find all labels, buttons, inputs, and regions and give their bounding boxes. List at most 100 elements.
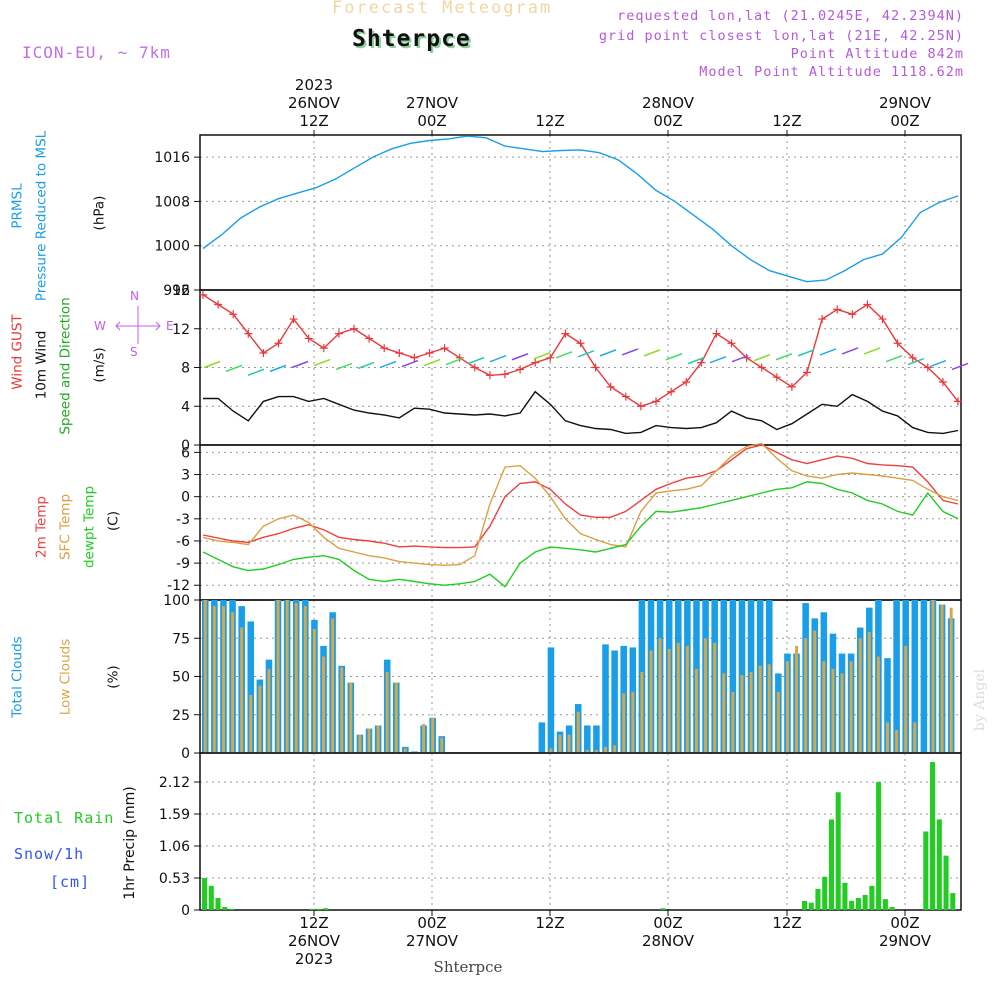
wind-barb bbox=[599, 349, 617, 357]
rain-bar bbox=[208, 885, 214, 910]
wind-barb bbox=[511, 353, 529, 361]
low-cloud-bar bbox=[913, 722, 917, 753]
bottom-hour-label: 00Z bbox=[890, 914, 920, 932]
compass-east: E bbox=[166, 319, 174, 333]
rain-bar bbox=[889, 906, 895, 910]
low-cloud-bar bbox=[394, 682, 398, 753]
y-tick-label: 16 bbox=[172, 283, 190, 299]
top-hour-label: 00Z bbox=[653, 112, 683, 130]
gust-marker bbox=[803, 368, 811, 377]
low-cloud-bar bbox=[840, 673, 844, 753]
total-cloud-bar bbox=[538, 722, 546, 753]
panel-frame bbox=[199, 752, 962, 911]
low-cloud-bar bbox=[658, 638, 662, 753]
series-line-prmsl bbox=[202, 135, 959, 283]
low-cloud-bar bbox=[349, 682, 353, 753]
total-cloud-bar bbox=[584, 725, 591, 753]
gust-marker bbox=[908, 353, 917, 362]
low-cloud-bar bbox=[549, 748, 553, 753]
gust-marker bbox=[516, 365, 525, 374]
y-tick-label: 1.06 bbox=[159, 839, 190, 855]
gust-marker bbox=[757, 363, 766, 372]
gust-marker bbox=[425, 348, 434, 357]
gust-marker bbox=[229, 310, 238, 319]
gust-marker bbox=[923, 363, 932, 372]
rain-bar bbox=[202, 877, 208, 910]
low-cloud-bar bbox=[212, 606, 216, 753]
rain-bar bbox=[228, 908, 235, 910]
low-cloud-bar bbox=[613, 745, 617, 753]
low-cloud-bar bbox=[249, 694, 253, 753]
y-tick-label: 75 bbox=[172, 631, 190, 647]
bottom-date-label: 26NOV bbox=[287, 932, 341, 950]
low-cloud-bar bbox=[886, 722, 889, 753]
requested-coords: requested lon,lat (21.0245E, 42.2394N) bbox=[617, 8, 964, 24]
total-cloud-bar bbox=[611, 650, 618, 753]
bottom-date-label: 28NOV bbox=[641, 932, 695, 950]
low-cloud-bar bbox=[813, 630, 817, 753]
y-tick-label: -3 bbox=[176, 512, 190, 528]
wind-barb bbox=[203, 360, 221, 369]
gust-marker bbox=[848, 310, 857, 319]
snow-label: Snow/1h bbox=[14, 845, 85, 863]
rain-bar bbox=[849, 900, 855, 910]
wind-barb bbox=[445, 357, 463, 366]
model-altitude: Model Point Altitude 1118.62m bbox=[699, 64, 964, 80]
low-cloud-bar bbox=[622, 693, 626, 753]
total-cloud-bar bbox=[547, 647, 555, 753]
low-cloud-bar bbox=[804, 638, 808, 753]
low-cloud-bar bbox=[776, 691, 780, 753]
panel-frame bbox=[199, 444, 962, 601]
top-date-label: 28NOV bbox=[641, 94, 695, 112]
gust-marker bbox=[531, 358, 540, 367]
rain-bar bbox=[822, 876, 828, 910]
bottom-date-label: 29NOV bbox=[878, 932, 932, 950]
low-cloud-bar bbox=[303, 606, 307, 753]
gust-marker bbox=[712, 329, 721, 338]
location-title: Shterpce bbox=[352, 26, 471, 52]
low-cloud-bar bbox=[858, 638, 862, 753]
y-tick-label: 6 bbox=[181, 445, 190, 461]
gust-marker bbox=[259, 348, 268, 357]
rain-bar bbox=[801, 900, 808, 910]
gust-marker bbox=[199, 290, 207, 299]
wind-barb bbox=[269, 364, 287, 373]
rain-bar bbox=[828, 819, 834, 910]
wind-barb bbox=[819, 348, 837, 356]
rain-bar bbox=[943, 855, 949, 910]
gust-marker bbox=[350, 324, 358, 333]
top-hour-label: 12Z bbox=[535, 112, 565, 130]
top-hour-label: 12Z bbox=[772, 112, 802, 130]
low-cloud-bar bbox=[422, 723, 426, 753]
low-cloud-bar bbox=[376, 725, 380, 753]
wind-barb bbox=[489, 354, 507, 363]
gust-marker bbox=[380, 344, 389, 353]
rain-bar bbox=[815, 888, 821, 910]
wind-barb bbox=[907, 357, 925, 366]
y-tick-label: 0 bbox=[181, 490, 190, 506]
gust-marker bbox=[697, 358, 706, 367]
gust-marker bbox=[772, 373, 781, 382]
low-cloud-bar bbox=[931, 600, 935, 753]
point-altitude: Point Altitude 842m bbox=[790, 46, 964, 62]
top-year-label: 2023 bbox=[294, 76, 334, 94]
top-hour-label: 00Z bbox=[890, 112, 920, 130]
rain-bar bbox=[876, 781, 882, 910]
rain-bar bbox=[215, 897, 221, 910]
gust-marker bbox=[878, 315, 887, 324]
total-cloud-bar bbox=[884, 658, 891, 753]
low-cloud-bar bbox=[713, 642, 717, 753]
gust-marker bbox=[682, 378, 691, 387]
y-tick-label: 50 bbox=[172, 670, 190, 686]
wind-barb bbox=[753, 354, 771, 362]
wind-barb bbox=[225, 364, 243, 373]
wind-barb bbox=[357, 361, 375, 370]
low-cloud-bar bbox=[240, 627, 244, 753]
low-cloud-bar bbox=[285, 600, 289, 753]
low-cloud-bar bbox=[867, 632, 871, 753]
low-cloud-bar bbox=[749, 671, 753, 753]
gust-marker bbox=[938, 378, 947, 387]
y-tick-label: -12 bbox=[167, 578, 190, 594]
